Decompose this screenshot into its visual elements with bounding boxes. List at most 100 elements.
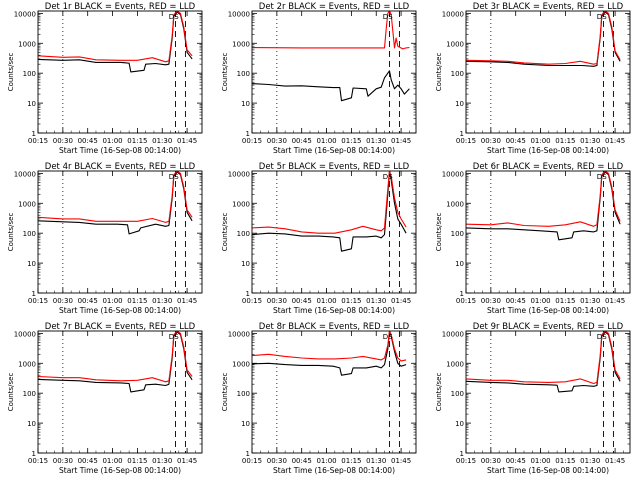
detector-panel: Det 3r BLACK = Events, RED = LLD 1 10 100 10… <box>435 2 631 155</box>
y-axis-label: Counts/sec <box>435 373 443 412</box>
panel-title: Det 2r BLACK = Events, RED = LLD <box>259 2 410 12</box>
y-tick-label: 10000 <box>14 10 36 18</box>
x-tick-label: 01:45 <box>177 137 197 145</box>
marker-label: D <box>597 13 602 21</box>
x-axis-label: Start Time (16-Sep-08 00:14:00) <box>59 466 181 475</box>
x-tick-label: 00:45 <box>292 457 312 465</box>
lld-series-line <box>252 11 410 50</box>
y-tick-label: 1 <box>32 450 36 458</box>
panel-title: Det 7r BLACK = Events, RED = LLD <box>45 322 196 332</box>
x-tick-label: 00:15 <box>456 137 476 145</box>
marker-label: D <box>169 173 174 181</box>
plot-frame <box>251 330 417 454</box>
y-tick-label: 1 <box>460 130 464 138</box>
x-tick-label: 01:30 <box>580 457 600 465</box>
x-tick-label: 00:45 <box>506 297 526 305</box>
y-tick-label: 100 <box>23 70 36 78</box>
x-tick-label: 01:00 <box>102 457 122 465</box>
detector-panel: Det 8r BLACK = Events, RED = LLD 1 10 100 10… <box>221 322 417 475</box>
panel-title: Det 8r BLACK = Events, RED = LLD <box>259 322 410 332</box>
y-tick-label: 1000 <box>446 40 464 48</box>
y-tick-label: 10000 <box>442 10 464 18</box>
x-axis-label: Start Time (16-Sep-08 00:14:00) <box>487 146 609 155</box>
x-tick-label: 00:15 <box>28 297 48 305</box>
x-tick-label: 01:30 <box>152 297 172 305</box>
y-axis-label: Counts/sec <box>221 213 229 252</box>
marker-label: S <box>602 13 607 21</box>
y-tick-label: 1000 <box>18 40 36 48</box>
y-tick-label: 1 <box>246 130 250 138</box>
x-tick-label: 00:15 <box>242 297 262 305</box>
x-tick-label: 00:15 <box>456 457 476 465</box>
lld-series-line <box>38 331 193 383</box>
x-tick-label: 01:45 <box>391 137 411 145</box>
y-tick-label: 1000 <box>232 360 250 368</box>
x-tick-label: 01:45 <box>391 457 411 465</box>
marker-label: D <box>169 13 174 21</box>
x-tick-label: 01:45 <box>605 137 625 145</box>
x-axis-label: Start Time (16-Sep-08 00:14:00) <box>273 306 395 315</box>
y-axis-label: Counts/sec <box>435 213 443 252</box>
x-tick-label: 01:30 <box>366 137 386 145</box>
x-tick-label: 01:15 <box>555 297 575 305</box>
y-tick-label: 1000 <box>232 200 250 208</box>
x-tick-label: 00:15 <box>28 137 48 145</box>
plot-frame <box>251 10 417 134</box>
lld-series-line <box>466 331 621 385</box>
x-tick-label: 01:15 <box>127 457 147 465</box>
x-tick-label: 01:00 <box>102 297 122 305</box>
marker-label: S <box>388 173 393 181</box>
x-tick-label: 01:00 <box>530 457 550 465</box>
x-tick-label: 01:00 <box>530 137 550 145</box>
x-tick-label: 00:15 <box>28 457 48 465</box>
y-tick-label: 1000 <box>18 360 36 368</box>
y-tick-label: 10000 <box>228 10 250 18</box>
y-tick-label: 1000 <box>232 40 250 48</box>
x-tick-label: 00:45 <box>292 137 312 145</box>
y-tick-label: 10 <box>241 100 250 108</box>
x-tick-label: 01:15 <box>341 137 361 145</box>
events-series-line <box>38 11 193 73</box>
x-tick-label: 01:30 <box>366 457 386 465</box>
y-tick-label: 10000 <box>442 170 464 178</box>
marker-label: S <box>388 333 393 341</box>
x-tick-label: 01:45 <box>391 297 411 305</box>
y-tick-label: 100 <box>23 390 36 398</box>
x-tick-label: 00:45 <box>78 137 98 145</box>
x-tick-label: 01:45 <box>177 457 197 465</box>
x-tick-label: 00:45 <box>506 137 526 145</box>
x-tick-label: 01:15 <box>127 297 147 305</box>
y-tick-label: 10000 <box>228 330 250 338</box>
x-tick-label: 01:30 <box>580 137 600 145</box>
lld-series-line <box>252 171 407 234</box>
y-axis-label: Counts/sec <box>7 213 15 252</box>
x-tick-label: 01:45 <box>605 297 625 305</box>
x-tick-label: 00:30 <box>53 137 73 145</box>
plot-frame <box>37 170 203 294</box>
y-tick-label: 100 <box>237 390 250 398</box>
x-tick-label: 01:15 <box>555 137 575 145</box>
y-tick-label: 10000 <box>14 170 36 178</box>
panel-title: Det 9r BLACK = Events, RED = LLD <box>473 322 624 332</box>
marker-label: D <box>383 173 388 181</box>
events-series-line <box>252 171 407 252</box>
x-tick-label: 00:30 <box>267 457 287 465</box>
events-series-line <box>252 70 410 102</box>
x-tick-label: 00:30 <box>53 457 73 465</box>
marker-label: S <box>388 13 393 21</box>
marker-label: S <box>174 13 179 21</box>
y-tick-label: 10000 <box>14 330 36 338</box>
y-tick-label: 1 <box>460 290 464 298</box>
x-tick-label: 01:00 <box>102 137 122 145</box>
y-tick-label: 10000 <box>228 170 250 178</box>
marker-label: D <box>597 333 602 341</box>
x-tick-label: 01:00 <box>316 137 336 145</box>
x-tick-label: 00:30 <box>481 457 501 465</box>
y-tick-label: 10 <box>27 260 36 268</box>
lld-series-line <box>38 171 193 223</box>
lld-series-line <box>38 11 193 63</box>
detector-panel: Det 1r BLACK = Events, RED = LLD 1 10 100 10… <box>7 2 203 155</box>
x-tick-label: 01:45 <box>605 457 625 465</box>
x-tick-label: 01:30 <box>366 297 386 305</box>
